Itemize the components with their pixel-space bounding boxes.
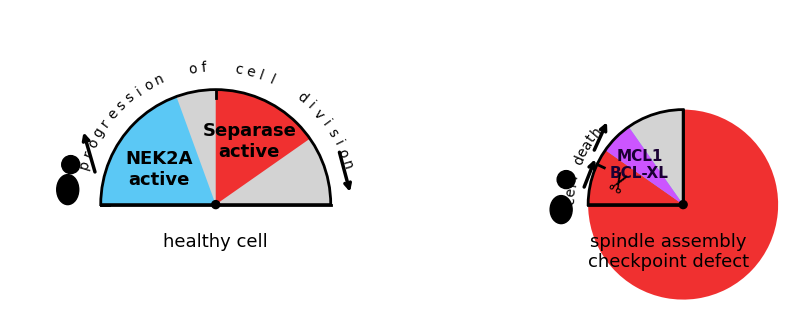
Text: r: r bbox=[98, 117, 113, 130]
Text: n: n bbox=[339, 158, 355, 171]
Text: f: f bbox=[201, 61, 207, 75]
Text: d: d bbox=[571, 153, 587, 167]
Circle shape bbox=[62, 156, 80, 174]
Text: n: n bbox=[153, 72, 166, 88]
Text: s: s bbox=[324, 126, 340, 140]
Text: i: i bbox=[133, 84, 145, 98]
Ellipse shape bbox=[551, 196, 572, 224]
Text: s: s bbox=[122, 90, 137, 106]
Text: e: e bbox=[244, 64, 256, 80]
Text: o: o bbox=[187, 62, 198, 77]
Wedge shape bbox=[216, 90, 310, 205]
Text: l: l bbox=[565, 181, 579, 187]
Text: h: h bbox=[588, 124, 605, 140]
Wedge shape bbox=[101, 96, 216, 205]
Wedge shape bbox=[588, 110, 778, 299]
Text: a: a bbox=[578, 138, 595, 153]
Wedge shape bbox=[606, 127, 683, 205]
Text: p: p bbox=[77, 158, 93, 171]
Text: o: o bbox=[141, 77, 156, 93]
Text: d: d bbox=[294, 90, 310, 106]
Text: ✂: ✂ bbox=[602, 165, 638, 199]
Circle shape bbox=[212, 201, 220, 209]
Text: spindle assembly
checkpoint defect: spindle assembly checkpoint defect bbox=[587, 232, 749, 271]
Text: r: r bbox=[81, 148, 96, 159]
Text: l: l bbox=[257, 68, 265, 83]
Text: healthy cell: healthy cell bbox=[163, 232, 268, 250]
Text: s: s bbox=[113, 98, 129, 113]
Text: NEK2A
active: NEK2A active bbox=[125, 150, 193, 189]
Text: l: l bbox=[268, 73, 276, 87]
Text: g: g bbox=[91, 125, 107, 140]
Text: i: i bbox=[304, 99, 316, 112]
Text: Separase
active: Separase active bbox=[202, 122, 296, 161]
Text: t: t bbox=[584, 132, 598, 145]
Wedge shape bbox=[101, 90, 331, 205]
Text: e: e bbox=[574, 146, 591, 160]
Text: l: l bbox=[566, 172, 581, 179]
Wedge shape bbox=[588, 110, 683, 205]
Text: i: i bbox=[331, 138, 345, 148]
Text: i: i bbox=[319, 117, 332, 129]
Text: e: e bbox=[105, 106, 121, 122]
Text: c: c bbox=[563, 197, 578, 205]
Text: c: c bbox=[234, 62, 244, 77]
Circle shape bbox=[679, 201, 687, 209]
Wedge shape bbox=[588, 127, 683, 205]
Text: o: o bbox=[85, 136, 101, 150]
Text: v: v bbox=[311, 106, 327, 122]
Ellipse shape bbox=[57, 175, 79, 205]
Text: o: o bbox=[335, 147, 351, 160]
Text: MCL1
BCL-XL: MCL1 BCL-XL bbox=[610, 149, 669, 181]
Text: e: e bbox=[563, 187, 578, 197]
Circle shape bbox=[557, 170, 575, 188]
